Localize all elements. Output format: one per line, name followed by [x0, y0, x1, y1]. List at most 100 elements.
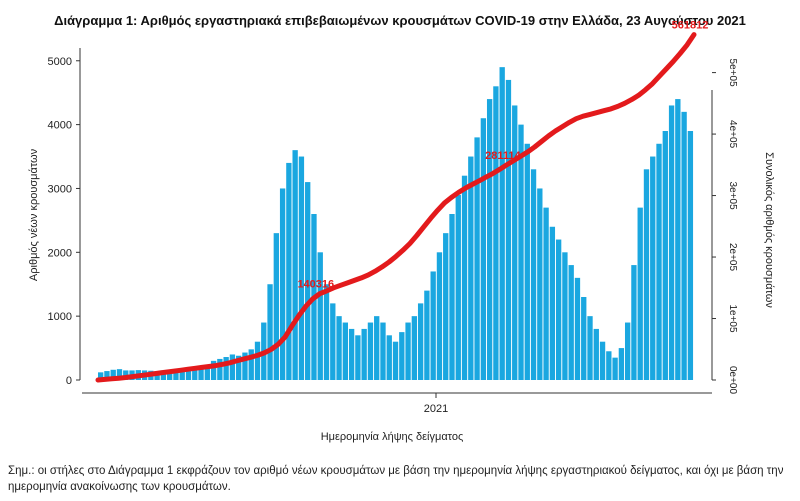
- y2-tick-label: 2e+05: [727, 243, 738, 272]
- bar: [116, 369, 123, 380]
- bar: [380, 322, 386, 380]
- footnote: Σημ.: οι στήλες στο Διάγραμμα 1 εκφράζου…: [8, 465, 784, 493]
- bar: [317, 252, 323, 380]
- line-value-label: 561812: [672, 20, 709, 32]
- bar: [273, 233, 279, 380]
- y2-tick-label: 4e+05: [727, 120, 738, 149]
- right-axis-ticks: 0e+00 1e+05 2e+05 3e+05 4e+05 5e+05: [712, 59, 738, 395]
- bar: [417, 303, 424, 380]
- line-value-label: 281114: [485, 150, 521, 162]
- y2-tick-label: 5e+05: [727, 59, 738, 88]
- bar: [537, 188, 543, 380]
- bar: [436, 252, 443, 380]
- y2-axis-label: Συνολικός αριθμός κρουσμάτων: [763, 152, 775, 308]
- bar: [242, 352, 248, 380]
- y2-tick-label: 0e+00: [727, 366, 738, 395]
- bar: [518, 124, 524, 381]
- bar: [198, 367, 204, 380]
- line-annotations: 140316 281114 561812: [297, 20, 708, 291]
- cumulative-line: [95, 32, 697, 383]
- bar: [668, 105, 675, 381]
- bar: [480, 118, 487, 380]
- bar: [549, 226, 556, 380]
- chart-title: Διάγραμμα 1: Αριθμός εργαστηριακά επιβεβ…: [54, 13, 746, 28]
- bar: [643, 169, 650, 380]
- bar: [367, 322, 374, 380]
- bar: [323, 284, 330, 380]
- bar: [179, 370, 185, 380]
- left-axis-ticks: 0 1000 2000 3000 4000 5000: [48, 56, 80, 387]
- y-axis-label: Αριθμός νέων κρουσμάτων: [28, 148, 40, 281]
- bar: [681, 111, 687, 380]
- bar: [662, 131, 668, 380]
- bar: [505, 79, 512, 381]
- bar: [204, 364, 210, 380]
- bar: [217, 358, 223, 380]
- bar: [581, 297, 587, 380]
- bar: [292, 150, 298, 380]
- bar: [110, 369, 116, 380]
- bar: [687, 131, 694, 380]
- bar: [98, 372, 104, 380]
- bar: [443, 233, 449, 380]
- bar: [524, 143, 530, 380]
- bar: [361, 328, 367, 380]
- bar: [336, 316, 342, 380]
- bar: [461, 175, 468, 380]
- bar: [229, 354, 236, 380]
- bar: [574, 277, 581, 380]
- bar: [248, 349, 254, 380]
- bar: [286, 162, 292, 380]
- cumulative-line-series: [95, 32, 697, 383]
- bar: [455, 194, 461, 380]
- bar: [430, 271, 436, 380]
- bar: [267, 284, 273, 380]
- bar: [543, 207, 549, 380]
- y2-tick-label: 1e+05: [727, 304, 738, 333]
- bar: [298, 156, 305, 380]
- bar: [160, 370, 167, 380]
- bar: [650, 156, 656, 380]
- bar: [624, 322, 631, 380]
- bar: [254, 341, 261, 380]
- bar: [192, 369, 198, 380]
- bar: [279, 188, 286, 380]
- bar: [512, 105, 518, 381]
- bar: [606, 351, 612, 380]
- bar: [599, 341, 606, 380]
- bar: [399, 332, 405, 380]
- x-axis-label: Ημερομηνία λήψης δείγματος: [321, 431, 464, 443]
- bar: [330, 303, 336, 380]
- bar: [555, 239, 562, 380]
- bar: [587, 316, 593, 380]
- y-tick-label: 3000: [48, 183, 72, 195]
- y-tick-label: 5000: [48, 56, 72, 68]
- bar: [499, 67, 505, 381]
- bar: [631, 265, 637, 380]
- bar: [468, 156, 474, 380]
- bar: [637, 207, 643, 380]
- bar: [348, 328, 355, 380]
- bar: [618, 348, 625, 380]
- bar: [405, 322, 411, 380]
- bar: [675, 99, 681, 380]
- bar: [392, 341, 399, 380]
- line-value-label: 140316: [297, 279, 334, 291]
- y2-tick-label: 3e+05: [727, 182, 738, 211]
- y-tick-label: 4000: [48, 120, 72, 132]
- bar: [167, 370, 173, 380]
- bar: [612, 357, 618, 380]
- bar: [656, 143, 662, 380]
- bar: [342, 322, 348, 380]
- bar: [424, 290, 430, 380]
- bar: [474, 137, 480, 380]
- bar: [486, 99, 493, 380]
- bar: [449, 214, 455, 380]
- bar: [305, 182, 311, 380]
- bar: [562, 252, 568, 380]
- bar: [593, 328, 599, 380]
- bar: [173, 370, 179, 380]
- bar-series: [98, 67, 694, 381]
- y-tick-label: 2000: [48, 247, 72, 259]
